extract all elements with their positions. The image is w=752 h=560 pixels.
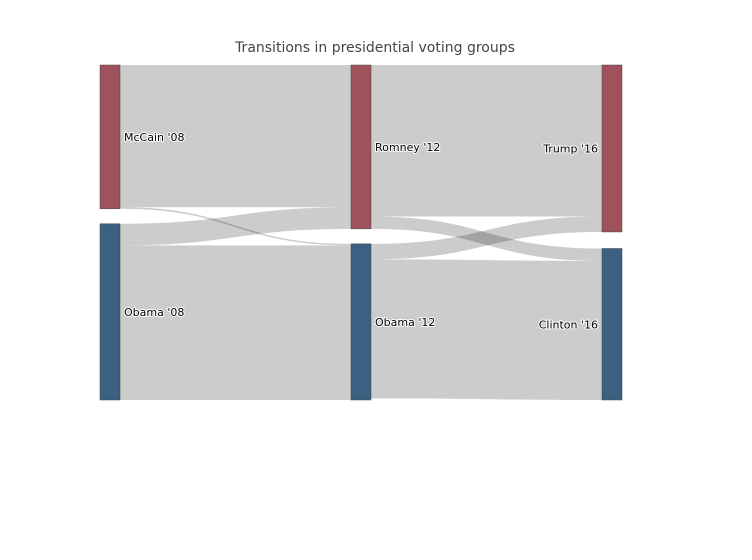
node-obama12[interactable]: [350, 243, 372, 401]
link-romney12-to-clinton16[interactable]: [371, 216, 602, 261]
chart-title: Transitions in presidential voting group…: [234, 40, 515, 56]
link-obama12-to-clinton16[interactable]: [371, 259, 602, 400]
link-obama12-to-trump16[interactable]: [371, 216, 602, 260]
node-obama08[interactable]: [99, 223, 121, 401]
nodes-layer: [99, 64, 623, 401]
link-romney12-to-trump16[interactable]: [371, 65, 602, 217]
link-obama08-to-obama12[interactable]: [120, 245, 351, 400]
node-mccain08[interactable]: [99, 64, 121, 210]
node-label-trump16: Trump '16: [542, 142, 598, 155]
link-mccain08-to-romney12[interactable]: [120, 65, 351, 208]
node-trump16[interactable]: [601, 64, 623, 233]
link-mccain08-to-obama12[interactable]: [120, 207, 351, 246]
node-romney12[interactable]: [350, 64, 372, 230]
labels-layer: McCain '08 Obama '08 Romney '12 Obama '12 Tr…: [123, 130, 599, 332]
node-label-obama12: Obama '12: [375, 316, 435, 329]
links-layer: [120, 65, 602, 400]
node-label-romney12: Romney '12: [375, 141, 440, 154]
node-label-obama08: Obama '08: [124, 306, 184, 319]
node-clinton16[interactable]: [601, 248, 623, 401]
link-obama08-to-romney12[interactable]: [120, 207, 351, 246]
node-label-mccain08: McCain '08: [124, 131, 185, 144]
node-label-clinton16: Clinton '16: [539, 318, 598, 331]
